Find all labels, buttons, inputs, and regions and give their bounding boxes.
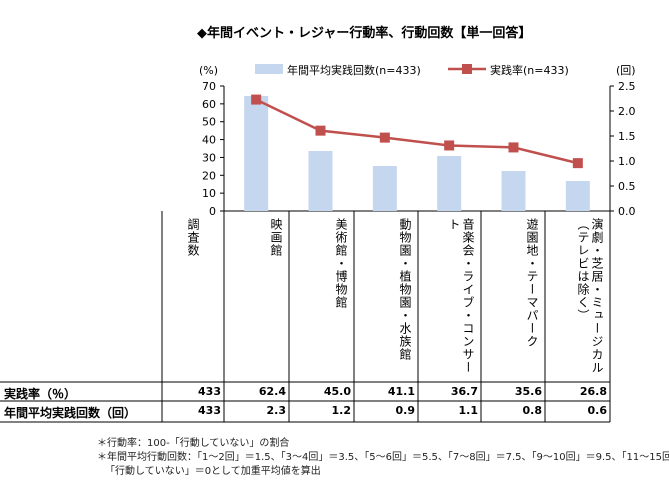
legend-marker [462,64,472,74]
y-tick-label-right: 0.0 [618,205,636,218]
bar [437,156,462,211]
row-label-rate: 実践率（％） [4,387,77,401]
table-cell: 2.3 [266,404,287,417]
legend-swatch-bar [255,64,283,74]
y-tick-label-left: 70 [202,80,216,93]
chart-title: ◆年間イベント・レジャー行動率、行動回数【単一回答】 [197,26,532,41]
bar [501,171,526,211]
y-tick-label-left: 10 [202,187,216,200]
table-cell: 0.6 [587,404,608,417]
y-tick-label-left: 50 [202,116,216,129]
y-tick-label-right: 1.5 [618,130,636,143]
y-axis-label-left: (%) [199,64,218,77]
table-cell: 62.4 [258,385,286,398]
table-cell: 35.6 [514,385,542,398]
table-column-header: 美術館・博物館 [334,218,348,309]
footnote: ＊年間平均行動回数：「1～2回」＝1.5、「3～4回」＝3.5、「5～6回」＝5… [97,452,669,463]
y-tick-label-left: 20 [202,169,216,182]
y-tick-label-left: 0 [209,205,216,218]
line-marker [379,132,390,143]
table-cell-n: 433 [198,385,221,398]
table-cell: 0.8 [522,404,543,417]
table-cell-n: 433 [198,404,221,417]
footnote: 「行動していない」＝0として加重平均値を算出 [105,466,321,477]
y-tick-label-right: 2.5 [618,80,636,93]
table-column-header: 音楽会・ライブ・コンサート [447,218,475,374]
y-tick-label-left: 40 [202,134,216,147]
table-cell: 41.1 [387,385,415,398]
table-column-header: 映画館 [269,218,283,257]
line-marker [508,142,519,153]
table-header-n: 調査数 [186,218,200,257]
table-column-header: 演劇・芝居・ミュージカル（テレビは除く） [576,218,604,374]
table-cell: 0.9 [395,404,416,417]
row-label-count: 年間平均実践回数（回） [4,406,137,420]
y-tick-label-right: 1.0 [618,155,636,168]
bar [372,166,397,211]
legend-label-line: 実践率(n=433) [490,63,569,77]
legend-label-bar: 年間平均実践回数(n=433) [287,63,421,77]
table-cell: 36.7 [450,385,478,398]
table-cell: 1.1 [458,404,479,417]
bar [565,181,590,211]
series-line [255,98,579,165]
table-cell: 45.0 [323,385,351,398]
line-marker [572,158,583,169]
table-cell: 26.8 [579,385,607,398]
y-axis-label-right: (回) [616,64,636,77]
line-marker [444,140,455,151]
y-tick-label-right: 2.0 [618,105,636,118]
y-tick-label-left: 60 [202,98,216,111]
footnote: ＊行動率：100-「行動していない」の割合 [97,438,290,449]
y-tick-label-left: 30 [202,151,216,164]
bar [308,151,333,211]
table-column-header: 動物園・植物園・水族館 [398,218,412,361]
table-cell: 1.2 [331,404,352,417]
table-column-header: 遊園地・テーマパーク [525,218,539,348]
footnotes: ＊行動率：100-「行動していない」の割合 ＊年間平均行動回数：「1～2回」＝1… [97,437,669,479]
y-tick-label-right: 0.5 [618,180,636,193]
line-marker [251,94,262,105]
bar [244,96,269,211]
line-marker [315,125,326,136]
